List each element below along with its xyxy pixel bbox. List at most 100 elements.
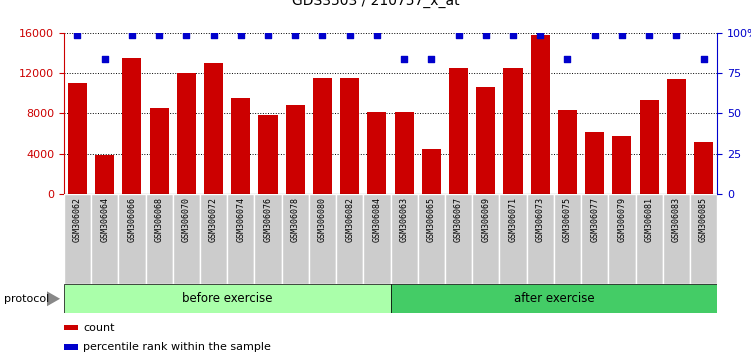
Point xyxy=(589,32,601,38)
Bar xyxy=(531,35,550,194)
Bar xyxy=(227,194,255,284)
Text: GSM306066: GSM306066 xyxy=(128,197,137,242)
Bar xyxy=(476,87,496,194)
Text: GSM306076: GSM306076 xyxy=(264,197,273,242)
Point xyxy=(316,32,328,38)
Text: GSM306064: GSM306064 xyxy=(100,197,109,242)
Text: GDS3503 / 210757_x_at: GDS3503 / 210757_x_at xyxy=(291,0,460,8)
Bar xyxy=(336,194,363,284)
Bar xyxy=(612,136,632,194)
Bar xyxy=(255,194,282,284)
Point xyxy=(153,32,165,38)
Text: GSM306062: GSM306062 xyxy=(73,197,82,242)
Bar xyxy=(122,58,141,194)
Bar xyxy=(418,194,445,284)
Point xyxy=(425,56,437,62)
Point xyxy=(453,32,465,38)
Bar xyxy=(662,194,690,284)
Bar xyxy=(64,284,391,313)
Bar xyxy=(526,194,554,284)
Bar xyxy=(173,194,200,284)
Bar xyxy=(499,194,526,284)
Point xyxy=(98,56,110,62)
Text: GSM306075: GSM306075 xyxy=(563,197,572,242)
Bar xyxy=(690,194,717,284)
Bar xyxy=(68,83,87,194)
Bar xyxy=(394,113,414,194)
Point xyxy=(289,32,301,38)
Bar xyxy=(391,194,418,284)
Bar xyxy=(449,68,468,194)
Bar xyxy=(309,194,336,284)
Point xyxy=(698,56,710,62)
Text: GSM306079: GSM306079 xyxy=(617,197,626,242)
Text: GSM306082: GSM306082 xyxy=(345,197,354,242)
Bar xyxy=(581,194,608,284)
Text: before exercise: before exercise xyxy=(182,292,273,305)
Bar xyxy=(694,142,713,194)
Text: GSM306084: GSM306084 xyxy=(372,197,382,242)
Point xyxy=(126,32,138,38)
Point xyxy=(371,32,383,38)
Bar xyxy=(64,325,78,330)
Text: GSM306067: GSM306067 xyxy=(454,197,463,242)
Bar xyxy=(146,194,173,284)
Point xyxy=(616,32,628,38)
Bar xyxy=(95,155,114,194)
Bar xyxy=(608,194,635,284)
Text: GSM306077: GSM306077 xyxy=(590,197,599,242)
Point xyxy=(71,32,83,38)
Bar xyxy=(176,73,196,194)
Text: GSM306074: GSM306074 xyxy=(237,197,246,242)
Bar xyxy=(503,68,523,194)
Bar xyxy=(282,194,309,284)
Text: GSM306072: GSM306072 xyxy=(209,197,218,242)
Bar xyxy=(422,149,441,194)
Bar xyxy=(640,101,659,194)
Bar xyxy=(258,115,278,194)
Bar xyxy=(340,78,359,194)
Point xyxy=(643,32,655,38)
Point xyxy=(180,32,192,38)
Point xyxy=(344,32,356,38)
Text: GSM306078: GSM306078 xyxy=(291,197,300,242)
Point xyxy=(562,56,574,62)
Bar xyxy=(558,110,577,194)
Text: GSM306069: GSM306069 xyxy=(481,197,490,242)
Point xyxy=(207,32,219,38)
Bar xyxy=(200,194,227,284)
Bar xyxy=(367,113,387,194)
Text: GSM306085: GSM306085 xyxy=(699,197,708,242)
Point xyxy=(671,32,683,38)
Point xyxy=(507,32,519,38)
Text: GSM306080: GSM306080 xyxy=(318,197,327,242)
Bar xyxy=(554,194,581,284)
Text: after exercise: after exercise xyxy=(514,292,594,305)
Point xyxy=(480,32,492,38)
Bar xyxy=(64,194,91,284)
Text: GSM306065: GSM306065 xyxy=(427,197,436,242)
Text: count: count xyxy=(83,322,115,332)
Point xyxy=(235,32,247,38)
Text: GSM306071: GSM306071 xyxy=(508,197,517,242)
Bar xyxy=(585,132,605,194)
Text: protocol: protocol xyxy=(4,294,49,304)
Bar xyxy=(445,194,472,284)
Text: GSM306083: GSM306083 xyxy=(672,197,681,242)
Polygon shape xyxy=(47,291,60,307)
Text: GSM306068: GSM306068 xyxy=(155,197,164,242)
Bar xyxy=(64,344,78,350)
Text: GSM306070: GSM306070 xyxy=(182,197,191,242)
Bar xyxy=(472,194,499,284)
Point xyxy=(398,56,410,62)
Bar xyxy=(667,79,686,194)
Text: GSM306081: GSM306081 xyxy=(644,197,653,242)
Bar xyxy=(313,78,332,194)
Bar xyxy=(91,194,119,284)
Bar xyxy=(231,98,250,194)
Bar xyxy=(363,194,391,284)
Bar xyxy=(119,194,146,284)
Bar xyxy=(204,63,223,194)
Point xyxy=(534,32,546,38)
Bar xyxy=(285,105,305,194)
